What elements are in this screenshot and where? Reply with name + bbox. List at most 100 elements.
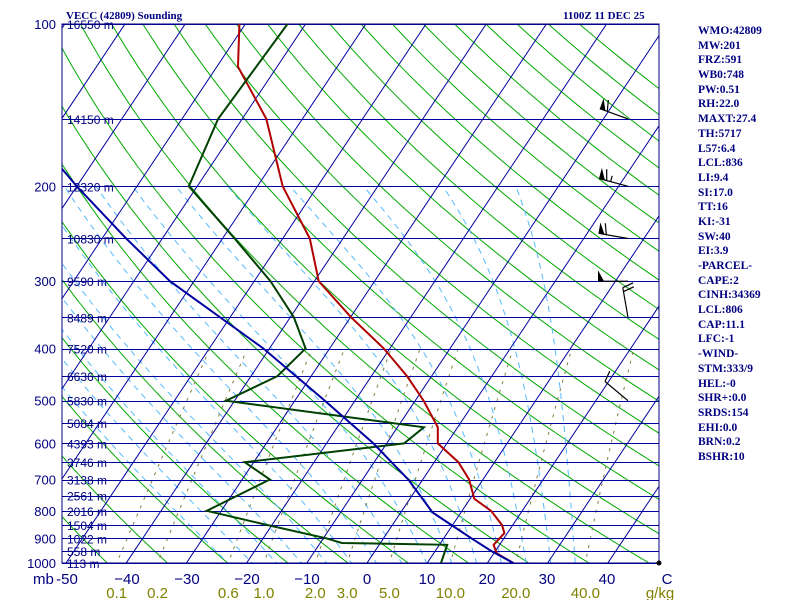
mixing-ratio-tick-label: 0.1: [106, 585, 127, 600]
index-value: STM:333/9: [698, 362, 798, 377]
height-label: 16550 m: [67, 18, 114, 32]
temperature-tick-label: -50: [56, 571, 78, 588]
pressure-tick-label: 100: [34, 17, 56, 32]
index-value: SHR+:0.0: [698, 391, 798, 406]
mixing-ratio-tick-label: 3.0: [337, 585, 358, 600]
index-value: PW:0.51: [698, 83, 798, 98]
pressure-tick-label: 1000: [27, 556, 56, 571]
height-label: 12320 m: [67, 180, 114, 194]
index-value: BSHR:10: [698, 450, 798, 465]
isotherm: [0, 12, 314, 574]
wind-barb: [605, 371, 628, 401]
wind-barb: [600, 98, 628, 119]
mixing-ratio-line: [224, 349, 312, 575]
index-value: BRN:0.2: [698, 435, 798, 450]
index-value: LCL:806: [698, 303, 798, 318]
dry-adiabat: [74, 12, 669, 574]
mixing-ratio-tick-label: 40.0: [571, 585, 600, 600]
pressure-tick-label: 800: [34, 504, 56, 519]
time-label: 1100Z 11 DEC 25: [563, 10, 645, 22]
isotherm: [0, 12, 13, 574]
mixing-ratio-tick-label: 10.0: [436, 585, 465, 600]
index-value: SRDS:154: [698, 406, 798, 421]
moist-adiabat: [290, 186, 504, 574]
isotherm: [0, 12, 253, 574]
dry-adiabat: [0, 12, 424, 574]
height-label: 8489 m: [67, 311, 107, 325]
temperature-tick-label: 10: [419, 571, 436, 588]
mixing-ratio-tick-label: 1.0: [253, 585, 274, 600]
height-label: 7520 m: [67, 343, 107, 357]
dry-adiabats: [0, 12, 800, 574]
index-value: LFC:-1: [698, 332, 798, 347]
index-value: HEL:-0: [698, 377, 798, 392]
height-label: 1504 m: [67, 519, 107, 533]
temperature-tick-label: 20: [479, 571, 496, 588]
wind-barb: [599, 222, 629, 238]
mixing-ratio-tick-label: 0.6: [218, 585, 239, 600]
index-value: KI:-31: [698, 215, 798, 230]
index-value: CAP:11.1: [698, 318, 798, 333]
dewpoint-trace: [189, 24, 447, 563]
index-value: EI:3.9: [698, 244, 798, 259]
dry-adiabat: [0, 12, 363, 574]
index-value: LCL:836: [698, 156, 798, 171]
height-label: 113 m: [67, 557, 99, 571]
index-value: TT:16: [698, 200, 798, 215]
pressure-tick-label: 500: [34, 394, 56, 409]
isotherms: [0, 12, 800, 574]
index-value: LI:9.4: [698, 171, 798, 186]
temperature-tick-label: 30: [539, 571, 556, 588]
height-label: 2561 m: [67, 490, 107, 504]
mixing-ratio-tick-label: 2.0: [305, 585, 326, 600]
wind-barb: [599, 168, 628, 186]
moist-adiabat: [228, 186, 480, 574]
height-label: 9590 m: [67, 275, 107, 289]
pressure-tick-label: 200: [34, 179, 56, 194]
height-label: 6636 m: [67, 370, 107, 384]
mixing-ratio-tick-label: g/kg: [646, 585, 674, 600]
mixing-ratio-line: [312, 349, 392, 575]
index-value: EHI:0.0: [698, 421, 798, 436]
index-value: CAPE:2: [698, 274, 798, 289]
isotherm: [239, 12, 615, 574]
height-label: 3746 m: [67, 456, 107, 470]
mixing-ratio-line: [386, 349, 458, 575]
index-value: L57:6.4: [698, 142, 798, 157]
pressure-tick-label: 300: [34, 274, 56, 289]
height-label: 10830 m: [67, 233, 114, 247]
height-label: 2016 m: [67, 505, 107, 519]
pressure-tick-label: 700: [34, 473, 56, 488]
height-label: 3138 m: [67, 474, 107, 488]
dry-adiabat: [43, 12, 607, 574]
index-value: -PARCEL-: [698, 259, 798, 274]
index-value: MW:201: [698, 39, 798, 54]
index-value: MAXT:27.4: [698, 112, 798, 127]
mixing-ratio-tick-label: 0.2: [147, 585, 168, 600]
height-label: 4393 m: [67, 437, 107, 451]
index-value: FRZ:591: [698, 53, 798, 68]
mixing-ratio-line: [153, 349, 248, 575]
temperature-tick-label: −30: [174, 571, 199, 588]
mixing-ratio-tick-label: 20.0: [501, 585, 530, 600]
height-label: 5830 m: [67, 395, 107, 409]
mb-unit-label: mb: [33, 571, 54, 588]
wind-barb: [598, 270, 628, 281]
index-value: WMO:42809: [698, 24, 798, 39]
wind-barb: [657, 561, 662, 566]
index-value: SW:40: [698, 230, 798, 245]
dry-adiabat: [0, 12, 241, 574]
height-label: 5084 m: [67, 417, 107, 431]
moist-adiabat: [12, 186, 335, 574]
isotherm: [119, 12, 495, 574]
moist-adiabat: [96, 186, 408, 574]
pressure-tick-label: 600: [34, 436, 56, 451]
pressure-tick-label: 400: [34, 342, 56, 357]
temperature-tick-label: 0: [363, 571, 371, 588]
isotherm: [58, 12, 434, 574]
pressure-tick-label: 900: [34, 531, 56, 546]
index-value: SI:17.0: [698, 186, 798, 201]
